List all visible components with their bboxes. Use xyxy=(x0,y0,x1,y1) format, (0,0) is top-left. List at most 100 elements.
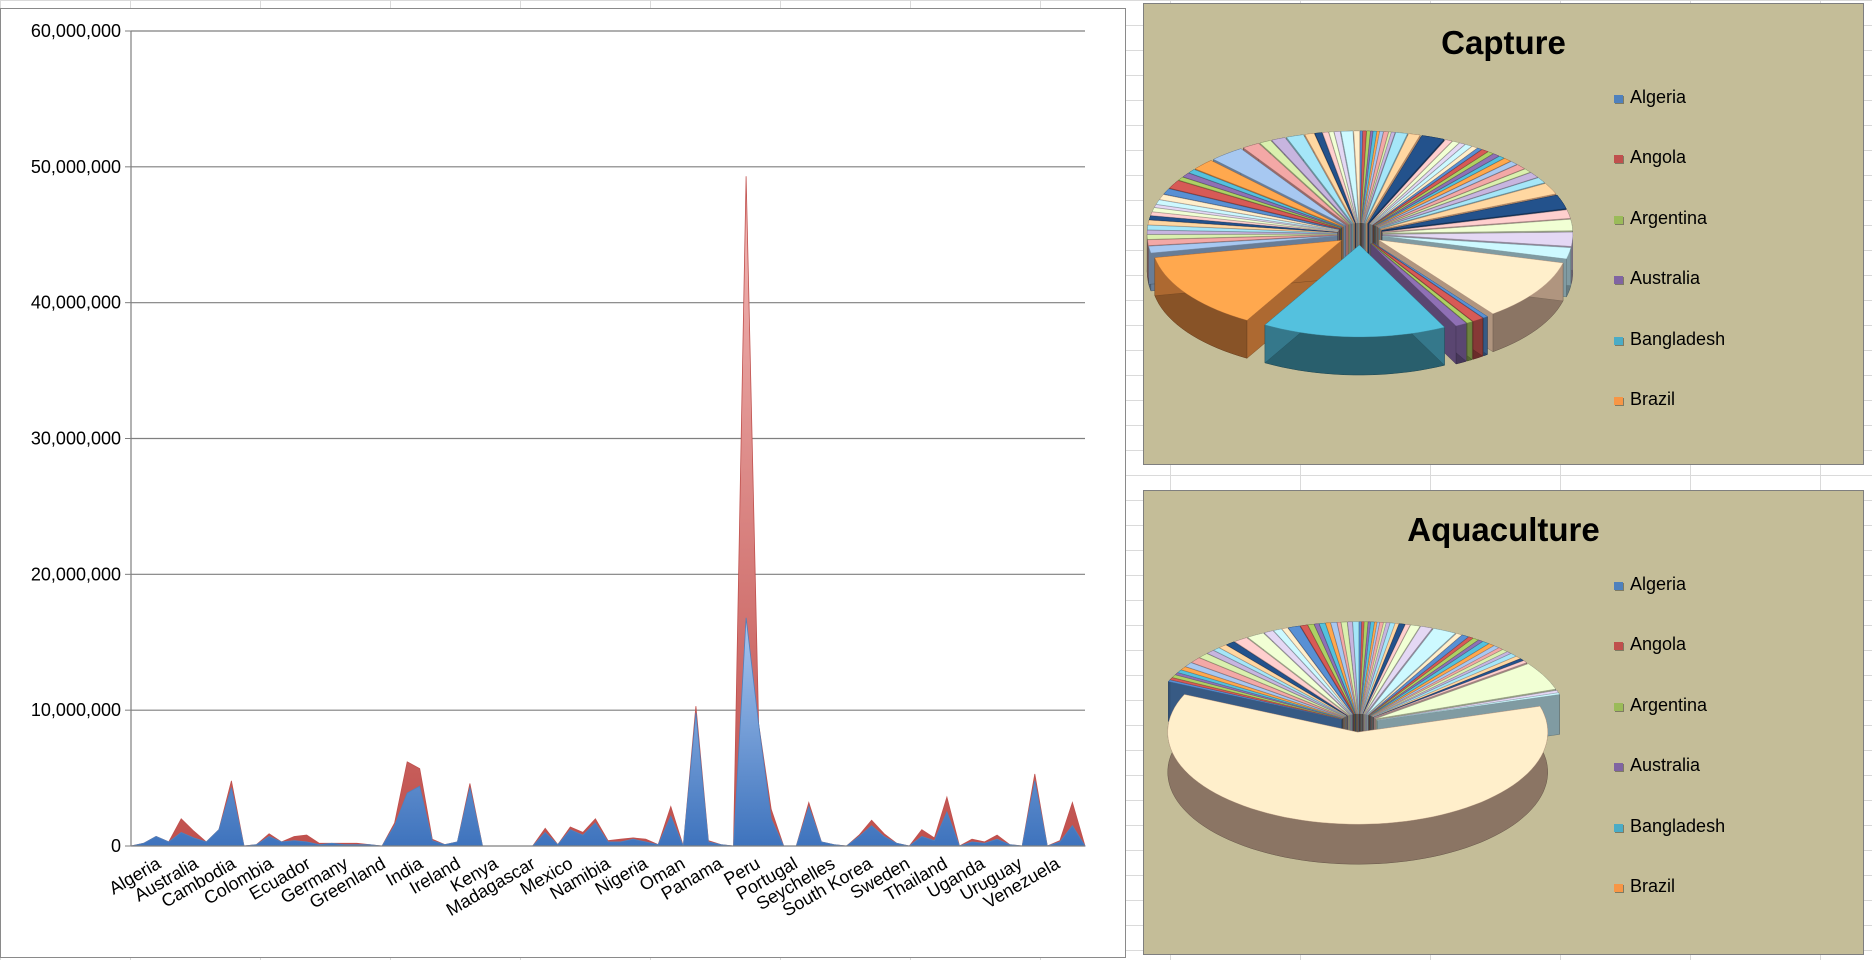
pie-slice xyxy=(1273,628,1352,715)
pie-slice xyxy=(1281,627,1353,715)
pie-slice xyxy=(1336,621,1358,714)
pie-slice xyxy=(1363,624,1411,715)
pie-slice xyxy=(1377,692,1560,721)
pie-slice xyxy=(1263,630,1351,715)
pie-slice xyxy=(1363,624,1421,715)
legend-swatch xyxy=(1614,215,1623,224)
pie-slice xyxy=(1180,666,1344,719)
pie-slice xyxy=(1377,690,1559,721)
legend-label: Australia xyxy=(1630,755,1701,776)
pie-slice xyxy=(1147,224,1338,234)
pie-slice xyxy=(1167,679,1342,720)
legend-item: Australia xyxy=(1614,754,1725,814)
pie-slice xyxy=(1242,143,1349,225)
pie-slice xyxy=(1199,653,1345,718)
legend-label: Australia xyxy=(1630,268,1701,289)
pie-slice xyxy=(1371,144,1473,225)
legend-label: Algeria xyxy=(1630,87,1687,107)
legend-item: Brazil xyxy=(1614,388,1725,448)
y-tick-label: 10,000,000 xyxy=(31,700,121,720)
pie-slice xyxy=(1364,132,1408,224)
legend-item: Bangladesh xyxy=(1614,815,1725,875)
pie-slice xyxy=(1147,219,1338,233)
pie-slice xyxy=(1347,621,1359,714)
legend-label: Algeria xyxy=(1630,574,1687,594)
pie-slice xyxy=(1325,622,1357,714)
legend-swatch xyxy=(1614,95,1623,103)
chart-title: Aquaculture xyxy=(1407,511,1600,548)
pie-slice xyxy=(1364,626,1433,715)
pie-slice xyxy=(1163,188,1340,230)
pie-slice xyxy=(1353,130,1360,224)
pie-slice xyxy=(1362,131,1384,224)
chart-title: Capture xyxy=(1441,24,1566,61)
pie-slice xyxy=(1381,194,1567,231)
pie-slice xyxy=(1360,621,1375,714)
pie-slice xyxy=(1206,650,1346,717)
aquaculture-pie xyxy=(1167,621,1560,865)
pie-slice xyxy=(1361,130,1374,224)
pie-slice xyxy=(1365,133,1421,224)
pie-slice xyxy=(1319,622,1356,714)
legend-swatch xyxy=(1614,823,1623,832)
pie-slice xyxy=(1374,660,1528,718)
pie-slice xyxy=(1359,621,1365,714)
y-tick-label: 50,000,000 xyxy=(31,157,121,177)
legend-label: Brazil xyxy=(1630,388,1676,409)
legend-label: Bangladesh xyxy=(1630,815,1726,836)
pie-slice xyxy=(1159,194,1339,231)
pie-slice xyxy=(1271,137,1352,224)
y-tick-label: 0 xyxy=(111,836,121,856)
pie-slice xyxy=(1372,651,1512,717)
aquaculture-chart-panel: Aquaculture Algeria Angola Argentina Austra… xyxy=(1143,490,1864,955)
pie-slice xyxy=(1382,235,1572,260)
pie-slice xyxy=(1194,160,1344,227)
pie-slice xyxy=(1352,621,1359,714)
legend-item: Algeria xyxy=(1614,573,1725,633)
legend-label: Angola xyxy=(1630,634,1687,655)
pie-slice xyxy=(1360,130,1367,224)
pie-slice xyxy=(1367,135,1445,224)
pie-slice xyxy=(1362,131,1389,224)
aquaculture-legend: Algeria Angola Argentina Australia Banglades… xyxy=(1614,573,1725,935)
pie-slice xyxy=(1219,644,1347,717)
legend-swatch xyxy=(1614,642,1623,651)
pie-slice xyxy=(1234,637,1349,716)
pie-slice xyxy=(1171,674,1343,719)
pie-slice xyxy=(1372,146,1478,225)
pie-slice xyxy=(1373,242,1488,319)
legend-label: Brazil xyxy=(1630,875,1676,896)
pie-slice xyxy=(1380,183,1557,230)
pie-slice xyxy=(1359,621,1369,714)
pie-slice xyxy=(1174,672,1343,719)
capture-chart-panel: Capture Algeria Angola Argentina Australia B… xyxy=(1143,3,1864,465)
pie-slice xyxy=(1372,243,1484,322)
legend-swatch xyxy=(1614,763,1623,772)
pie-slice xyxy=(1177,669,1343,719)
pie-slice xyxy=(1369,639,1483,716)
pie-slice xyxy=(1362,623,1406,715)
pie-slice xyxy=(1185,662,1344,718)
legend-label: Angola xyxy=(1630,147,1687,168)
pie-slice xyxy=(1314,132,1356,224)
pie-slice xyxy=(1359,130,1363,224)
legend-item: Argentina xyxy=(1614,694,1725,754)
y-tick-label: 60,000,000 xyxy=(31,21,121,41)
capture-pie xyxy=(1146,130,1574,376)
pie-slice xyxy=(1379,177,1545,229)
pie-slice xyxy=(1147,230,1338,235)
area-chart: 0 10,000,000 20,000,000 30,000,000 40,000,00… xyxy=(31,21,1086,921)
pie-slice xyxy=(1373,151,1494,226)
pie-slice xyxy=(1370,243,1467,327)
pie-slice xyxy=(1146,234,1338,240)
pie-slice xyxy=(1333,131,1358,224)
pie-slice xyxy=(1191,657,1345,718)
pie-slice xyxy=(1376,161,1518,227)
pie-slice xyxy=(1370,641,1490,716)
pie-slice xyxy=(1370,141,1460,225)
pie-slice xyxy=(1247,632,1350,716)
pie-slice xyxy=(1374,153,1500,226)
legend-label: Bangladesh xyxy=(1630,328,1726,349)
pie-slice xyxy=(1373,149,1489,226)
pie-slice xyxy=(1307,623,1355,715)
